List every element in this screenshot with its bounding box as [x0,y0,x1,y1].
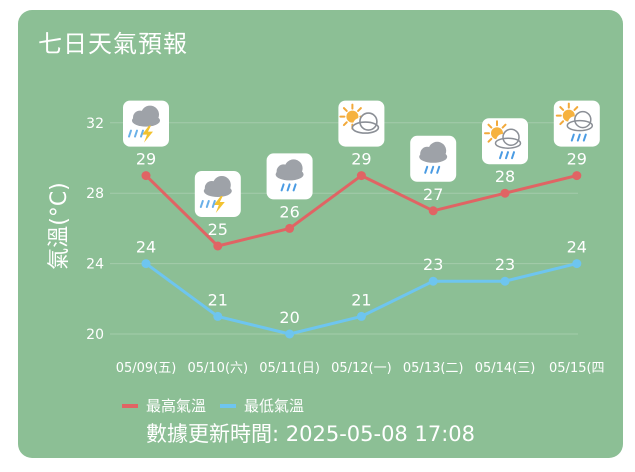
legend-swatch-high [122,403,138,408]
cloud-thunder-icon [123,100,169,147]
data-label-high: 28 [495,167,515,186]
tick-layer: 20 24 28 32 05/09(五) 05/10(六) 05/11(日) 05/12(一)… [86,116,604,376]
data-label-low: 20 [279,308,299,327]
y-axis-label: 氣溫(°C) [47,182,72,270]
y-tick-label: 28 [86,186,104,202]
legend-label-low: 最低氣溫 [244,397,305,415]
legend-item-low[interactable]: 最低氣溫 [220,395,304,416]
data-point-low[interactable] [141,259,151,269]
x-tick-label: 05/11(日) [259,361,320,376]
data-label-low: 23 [495,255,515,274]
cloud-thunder-icon [194,171,241,217]
data-point-low[interactable] [500,276,510,286]
legend-label-high: 最高氣溫 [146,397,207,415]
data-point-high[interactable] [428,206,438,216]
data-point-high[interactable] [500,188,510,198]
page-title: 七日天氣預報 [38,30,188,58]
data-point-low[interactable] [285,329,295,339]
cloud-rain-icon [266,153,313,200]
data-label-high: 26 [279,202,299,221]
data-point-high[interactable] [572,171,582,181]
y-tick-label: 20 [86,327,104,343]
data-point-high[interactable] [141,171,151,181]
sun-cloud-rain-icon [553,100,600,147]
data-label-low: 23 [423,255,443,274]
data-label-low: 21 [351,290,371,309]
data-label-high: 27 [423,185,443,204]
x-tick-label: 05/14(三) [475,361,536,376]
y-tick-label: 32 [86,116,104,132]
point-layer [141,171,582,339]
x-tick-label: 05/10(六) [187,361,248,376]
label-layer: 29 25 26 29 27 28 29 24 21 20 21 23 23 24 [136,150,587,327]
sun-cloud-icon [338,100,385,147]
x-tick-label: 05/09(五) [116,361,177,376]
x-tick-label: 05/13(二) [403,361,464,376]
cloud-rain-icon [410,135,457,182]
data-point-low[interactable] [428,276,438,286]
data-point-high[interactable] [356,171,366,181]
x-tick-label: 05/12(一) [331,361,392,376]
data-label-low: 24 [136,238,156,257]
data-point-low[interactable] [356,311,366,321]
sun-cloud-rain-icon [482,118,528,165]
data-label-high: 29 [136,150,156,169]
icon-layer [123,100,600,217]
legend-item-high[interactable]: 最高氣溫 [122,395,206,416]
update-time: 數據更新時間: 2025-05-08 17:08 [146,422,475,446]
forecast-card [18,10,623,458]
data-label-high: 25 [208,220,228,239]
data-point-low[interactable] [572,259,582,269]
data-label-high: 29 [567,150,587,169]
data-label-low: 24 [567,238,587,257]
data-point-high[interactable] [285,223,295,233]
data-label-high: 29 [351,150,371,169]
data-point-high[interactable] [213,241,223,251]
data-label-low: 21 [208,290,228,309]
data-point-low[interactable] [213,311,223,321]
legend-swatch-low [220,403,237,408]
y-tick-label: 24 [86,257,104,273]
legend: 最高氣溫 最低氣溫 [122,395,318,416]
x-tick-label: 05/15(四 [549,361,605,376]
